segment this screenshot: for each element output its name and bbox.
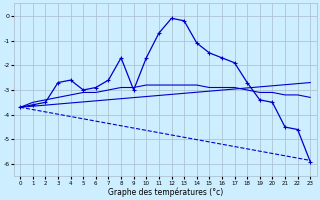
- X-axis label: Graphe des températures (°c): Graphe des températures (°c): [108, 187, 223, 197]
